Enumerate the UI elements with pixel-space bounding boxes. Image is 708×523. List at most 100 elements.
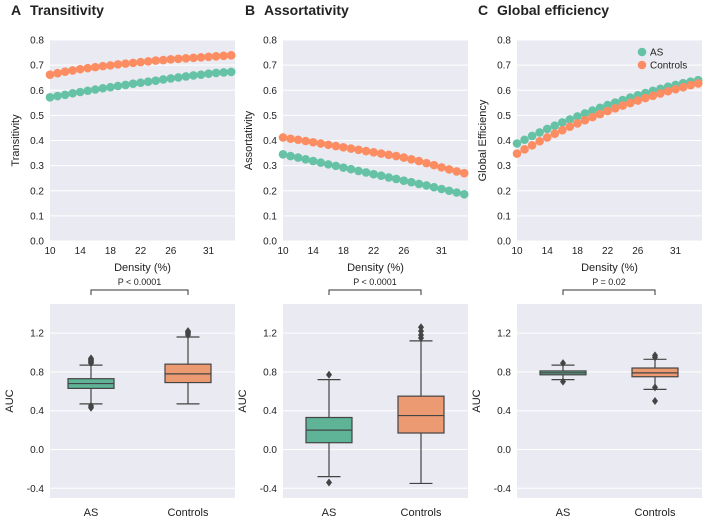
data-point-as: [143, 77, 153, 87]
x-axis-label: Density (%): [581, 262, 638, 274]
data-point-controls: [106, 61, 115, 70]
data-point-as: [437, 184, 446, 194]
data-point-controls: [316, 139, 326, 148]
y-tick-label: -0.4: [494, 484, 512, 495]
significance-bracket: [562, 289, 656, 295]
y-tick-label: 0.0: [497, 237, 511, 248]
y-tick-label: 0.8: [263, 36, 277, 47]
data-point-as: [136, 78, 145, 88]
y-tick-label: 0.7: [497, 61, 511, 72]
data-point-controls: [686, 80, 695, 90]
x-tick-label: 10: [44, 246, 56, 257]
data-point-controls: [143, 57, 153, 66]
x-tick-label: 31: [436, 246, 448, 257]
outlier-point: [652, 383, 658, 392]
outlier-point: [560, 377, 566, 386]
data-point-controls: [181, 54, 191, 63]
data-point-controls: [60, 67, 70, 76]
data-point-as: [429, 182, 439, 192]
legend-label-as: AS: [650, 48, 664, 59]
significance-bracket: [90, 289, 189, 295]
x-tick-label: 31: [203, 246, 215, 257]
data-point-as: [354, 166, 363, 176]
data-point-as: [53, 91, 62, 101]
data-point-as: [60, 90, 70, 100]
plot-background: [50, 304, 235, 498]
data-point-controls: [83, 63, 93, 73]
significance-label: P = 0.02: [592, 277, 626, 287]
data-point-controls: [136, 57, 145, 67]
x-axis-label: Density (%): [347, 262, 404, 274]
data-point-as: [75, 87, 85, 97]
y-tick-label: 0.4: [263, 136, 277, 147]
data-point-controls: [189, 53, 198, 63]
data-point-controls: [399, 153, 409, 162]
panel-c-box-auc: -0.4 0.0 0.4 0.8 1.2 AUC AS Controls P = 0.02: [471, 277, 702, 519]
data-point-as: [414, 179, 424, 189]
y-tick-label: 0.3: [263, 161, 277, 172]
data-point-controls: [331, 141, 341, 151]
data-point-controls: [648, 91, 658, 101]
y-tick-label: 0.5: [30, 111, 44, 122]
y-tick-label: 1.2: [30, 329, 44, 340]
data-point-as: [542, 124, 552, 134]
data-point-controls: [618, 101, 628, 110]
data-point-as: [376, 171, 386, 180]
box-controls: [397, 395, 445, 434]
data-point-controls: [354, 145, 363, 155]
data-point-as: [573, 112, 582, 121]
outlier-point: [560, 359, 566, 368]
data-point-controls: [656, 89, 665, 98]
panel-title: Assortativity: [264, 2, 349, 18]
data-point-as: [83, 86, 93, 96]
data-point-controls: [437, 163, 446, 172]
data-point-controls: [45, 70, 55, 79]
data-point-controls: [369, 148, 378, 157]
x-tick-label: 18: [572, 246, 584, 257]
data-point-as: [45, 92, 55, 102]
data-point-controls: [98, 61, 108, 71]
data-point-controls: [603, 106, 612, 116]
data-point-controls: [293, 135, 303, 145]
data-point-as: [399, 176, 409, 185]
x-tick-label: 31: [670, 246, 682, 257]
data-point-as: [166, 74, 176, 83]
significance-bracket: [328, 289, 422, 295]
data-point-controls: [324, 140, 333, 150]
data-point-as: [181, 72, 191, 81]
data-point-controls: [301, 136, 310, 146]
y-tick-label: 0.6: [497, 86, 511, 97]
data-point-as: [211, 68, 221, 78]
data-point-as: [444, 186, 454, 196]
data-point-as: [369, 169, 378, 179]
x-category-label: Controls: [635, 507, 676, 519]
y-axis-label: Global Efficiency: [477, 99, 489, 181]
x-category-label: Controls: [401, 507, 442, 519]
y-tick-label: 0.8: [30, 36, 44, 47]
data-point-as: [339, 163, 348, 172]
data-point-as: [308, 156, 318, 166]
panel-a-density: 0.0 0.1 0.2 0.3 0.4 0.5 0.6 0.7 0.8 10 14 18 22 26 31 D…: [10, 2, 236, 274]
panel-a-box-auc: -0.4 0.0 0.4 0.8 1.2 AUC AS Controls P < 0.0001: [4, 277, 235, 519]
data-point-as: [384, 173, 394, 182]
y-tick-label: 0.8: [30, 367, 44, 378]
data-point-controls: [121, 59, 130, 68]
x-tick-label: 22: [368, 246, 380, 257]
y-tick-label: 0.6: [30, 86, 44, 97]
panel-b-density: 0.0 0.1 0.2 0.3 0.4 0.5 0.6 0.7 0.8 10 14 18 22 26 31 D…: [243, 2, 469, 274]
data-point-controls: [678, 82, 688, 92]
data-point-controls: [91, 62, 100, 72]
x-category-label: AS: [84, 507, 99, 519]
x-tick-label: 22: [135, 246, 147, 257]
data-point-as: [91, 85, 100, 94]
data-point-as: [595, 103, 605, 113]
y-axis-label: AUC: [471, 389, 483, 412]
y-tick-label: 0.1: [30, 211, 44, 222]
outlier-point: [652, 397, 658, 405]
y-tick-label: -0.4: [260, 484, 278, 495]
data-point-controls: [128, 58, 138, 68]
data-point-controls: [376, 149, 386, 158]
data-point-controls: [429, 160, 439, 170]
x-category-label: AS: [556, 507, 571, 519]
data-point-as: [301, 155, 310, 164]
